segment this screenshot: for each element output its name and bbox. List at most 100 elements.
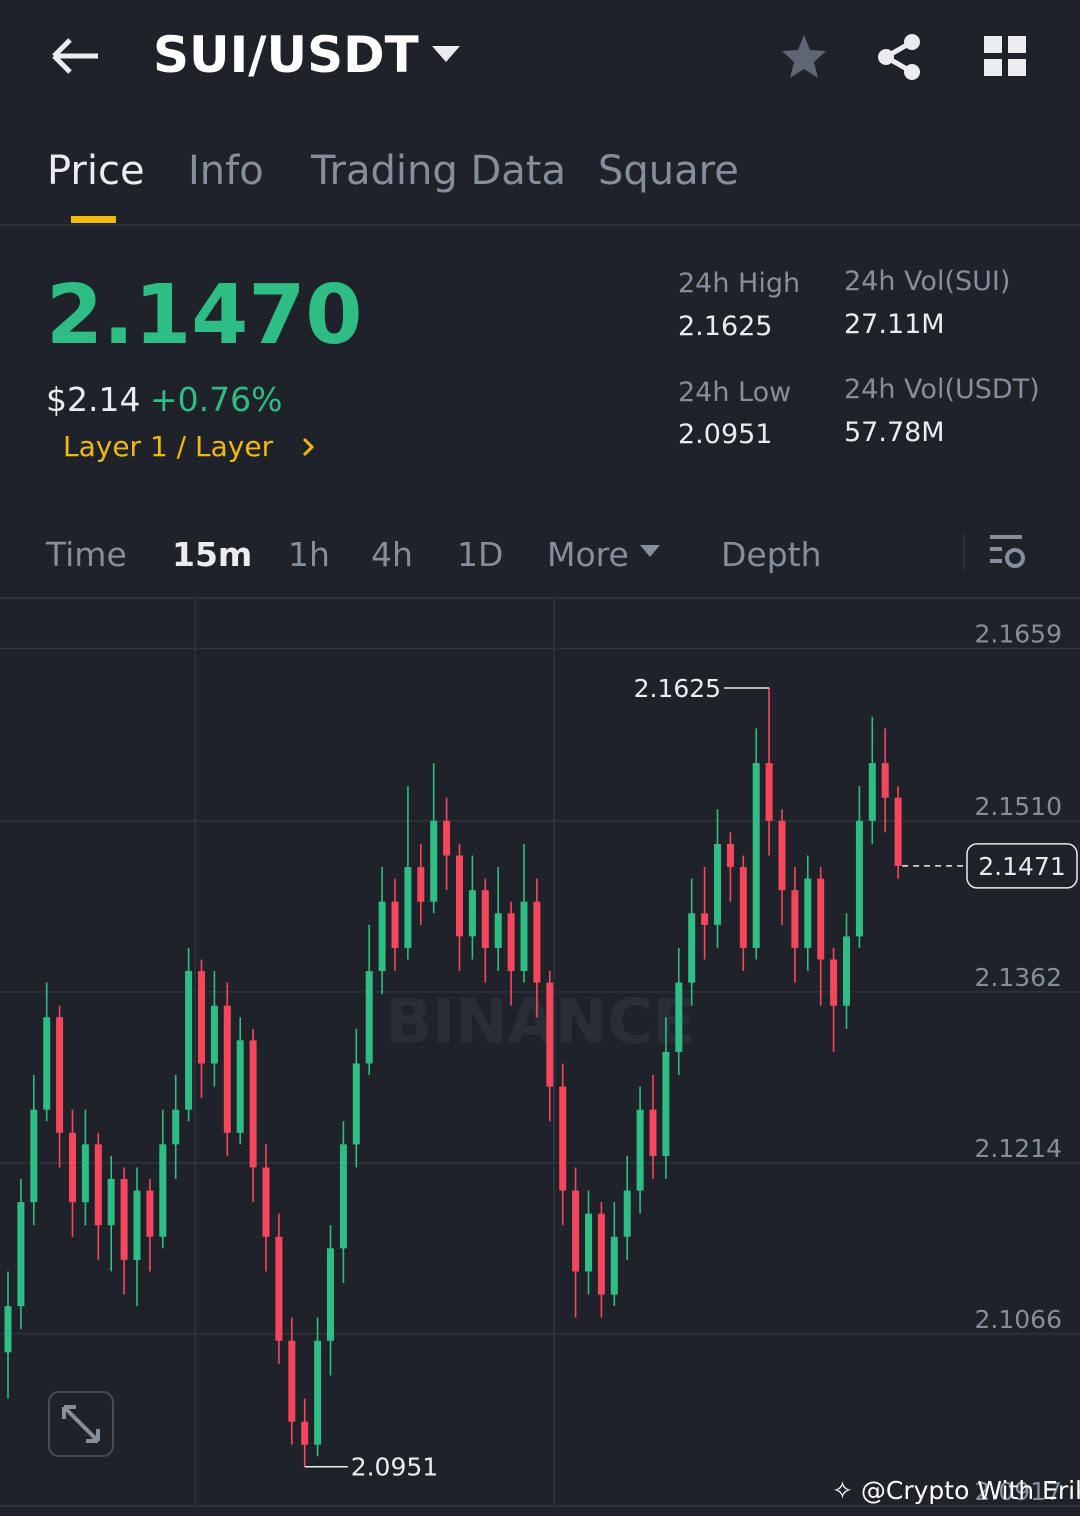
candle-body [69,1132,76,1203]
usd-price: $2.14 [46,380,141,419]
divider [0,224,1080,226]
favorite-star[interactable] [780,33,828,79]
grid-menu[interactable] [984,36,1028,78]
candle-body [804,878,812,948]
candle-body [30,1109,38,1203]
divider [0,597,1080,599]
candle-body [791,890,799,948]
stat-label: 24h Vol(SUI) [844,266,1011,297]
candle-body [559,1086,567,1191]
interval[interactable]: 4h [371,535,413,574]
interval[interactable]: 1h [288,535,330,574]
candle-body [352,1063,360,1145]
high-marker-label: 2.1625 [634,674,721,703]
candle-body [662,1051,670,1156]
candle-body [675,982,683,1052]
candle-body [107,1179,115,1226]
y-tick-label: 2.0917 [975,1477,1062,1506]
tab-indicator [71,216,116,223]
candle-body [533,901,541,983]
price-change: +0.76% [150,380,283,419]
candle-body [404,867,412,948]
candle-body [17,1202,25,1307]
candle-body [778,820,786,891]
candle-body [610,1236,618,1295]
candle-body [481,890,489,948]
candle-body [649,1109,657,1156]
candle-body [739,867,747,948]
candle-body [198,971,205,1064]
y-tick-label: 2.1214 [975,1134,1062,1163]
stat-value: 27.11M [844,309,945,340]
candle-body [249,1040,257,1168]
candle-body [262,1167,270,1237]
interval[interactable]: Time [46,535,127,574]
tab[interactable]: Trading Data [311,148,566,194]
tab[interactable]: Price [47,148,145,194]
stat-value: 2.0951 [678,419,773,450]
back-button[interactable] [50,36,102,76]
candle-body [894,797,902,866]
credit: ✧ @Crypto With Erik [832,1476,1080,1505]
candle-body [146,1190,154,1237]
more-dropdown[interactable] [640,545,662,559]
category-tag[interactable]: Layer 1 / Layer [63,430,274,463]
candle-body [288,1340,296,1422]
candle-body [223,1005,231,1133]
interval[interactable]: Depth [721,535,822,574]
interval[interactable]: 1D [457,535,504,574]
candle-body [378,901,386,972]
candle-body [688,913,696,983]
candle-body [4,1306,12,1353]
candle-body [855,820,863,937]
candle-body [765,763,773,821]
candlestick-chart: BINANCE 2.0917 2.1066 2.1214 2.1362 2.1510 2.… [0,599,1080,1507]
candle-body [881,763,889,798]
candle-body [120,1179,128,1260]
candle-body [636,1109,644,1191]
candle-body [494,913,502,948]
candle-body [172,1109,180,1145]
candle-body [301,1421,309,1445]
candle-body [430,820,438,902]
candle-body [365,971,373,1064]
last-price-label: 2.1471 [978,852,1065,881]
pair-title[interactable]: SUI/USDT [153,26,419,84]
tab[interactable]: Info [188,148,264,194]
candle-body [314,1340,322,1445]
candle-body [56,1017,64,1133]
share-button[interactable] [876,33,924,81]
last-price-box [966,843,1078,889]
tag-chevron[interactable] [300,436,316,458]
candle-body [752,763,760,948]
stat-label: 24h High [678,268,801,299]
candle-body [236,1040,244,1133]
candle-body [159,1144,167,1237]
candle-body [185,971,193,1110]
y-tick-label: 2.1659 [975,620,1062,649]
y-tick-label: 2.1510 [975,792,1062,821]
watermark: BINANCE [385,985,695,1058]
candle-body [830,959,838,1006]
candle-body [327,1248,334,1341]
candle-body [339,1144,347,1249]
tab[interactable]: Square [598,148,739,194]
fullscreen-button[interactable] [48,1391,114,1457]
stat-value: 2.1625 [678,311,773,342]
pair-dropdown[interactable] [432,46,462,66]
chart-settings[interactable] [988,533,1028,571]
stat-label: 24h Low [678,377,792,408]
interval[interactable]: 15m [172,535,253,574]
low-marker-label: 2.0951 [351,1453,438,1482]
interval[interactable]: More [547,535,629,574]
candle-body [391,901,399,948]
candle-body [843,936,850,1006]
candle-body [468,890,476,937]
candle-body [585,1213,592,1272]
y-tick-label: 2.1362 [975,963,1062,992]
candle-body [572,1190,580,1272]
candle-body [546,982,554,1087]
separator [963,534,965,570]
candle-body [714,843,721,925]
